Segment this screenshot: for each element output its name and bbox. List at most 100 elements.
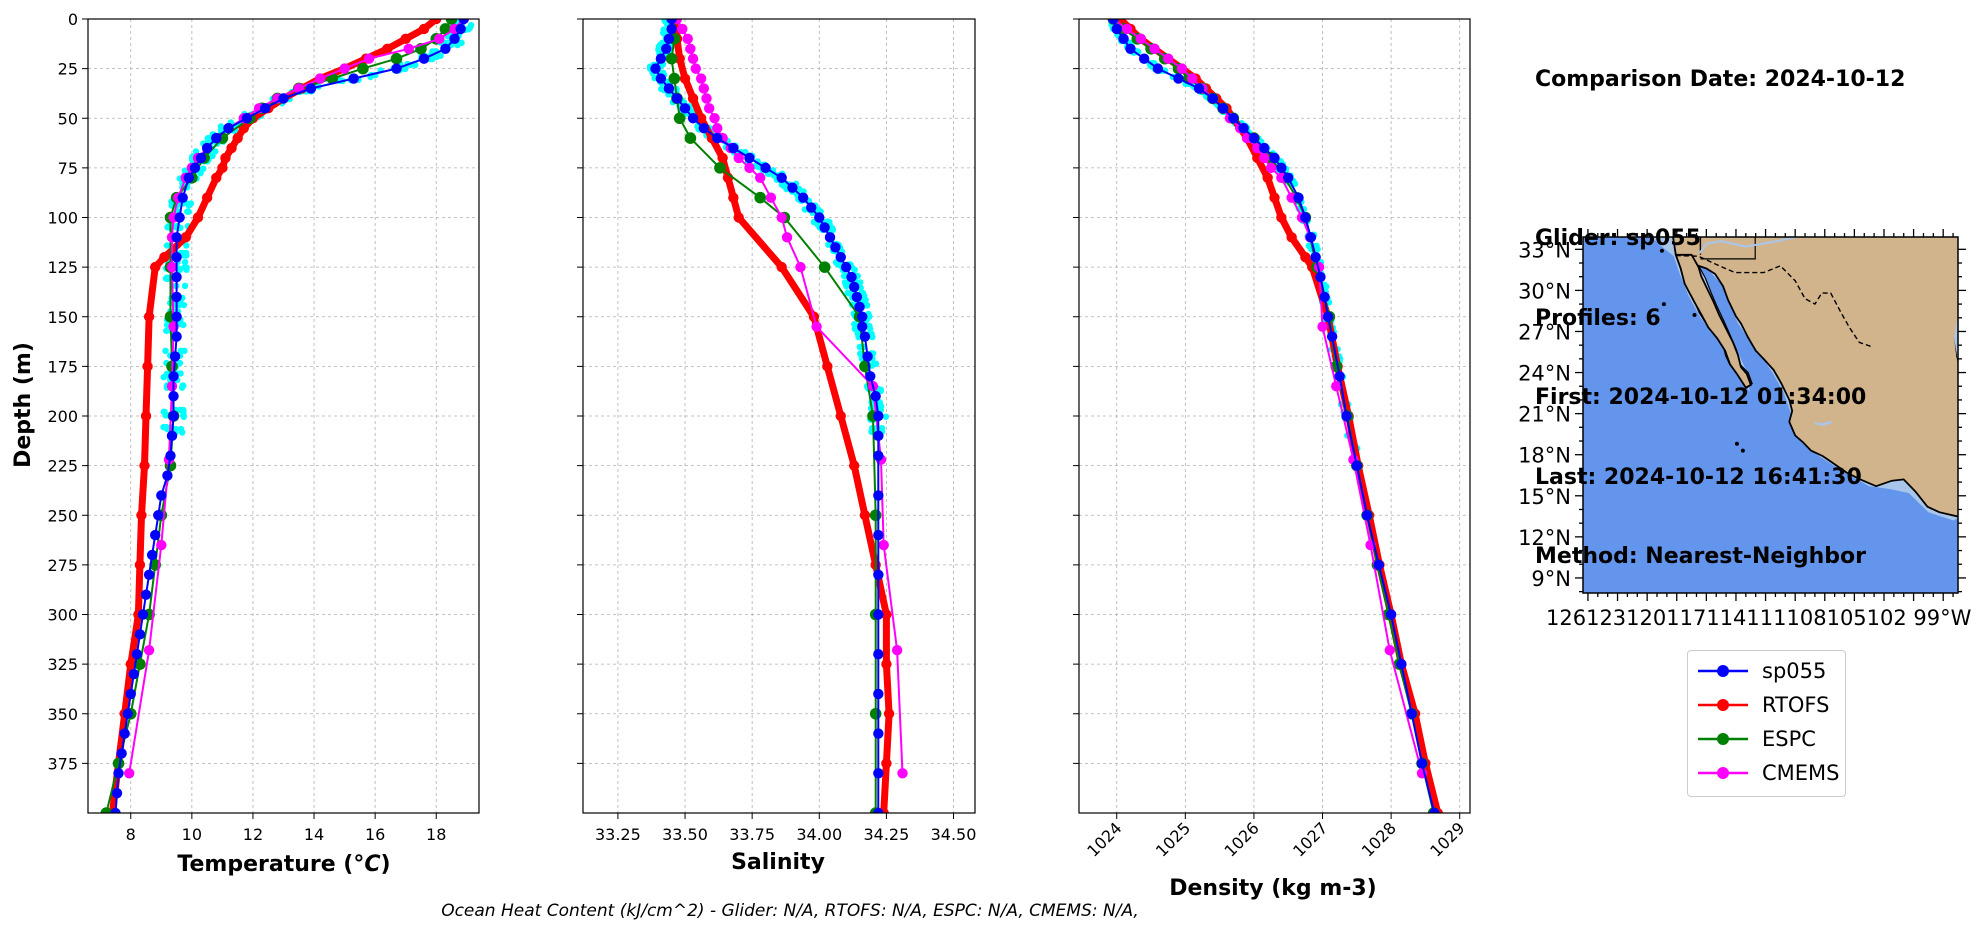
raw-point (178, 384, 186, 391)
data-point (822, 361, 833, 372)
raw-point (181, 282, 189, 290)
x-tick-label: 8 (126, 825, 136, 844)
legend-item-sp055: sp055 (1696, 656, 1826, 686)
axes-frame (582, 18, 976, 814)
map-body (1583, 237, 1958, 593)
data-point (733, 152, 744, 164)
data-point (116, 748, 127, 759)
data-point (1310, 252, 1321, 263)
data-point (180, 232, 191, 243)
raw-point (842, 279, 849, 287)
data-point (663, 83, 675, 94)
data-point (671, 93, 683, 104)
data-point (153, 510, 164, 521)
data-point (1173, 73, 1184, 84)
legend-item-cmems: CMEMS (1696, 758, 1840, 788)
y-tick-label: 150 (47, 308, 78, 327)
raw-point (869, 333, 876, 341)
map-lat-label: 18°N (1518, 444, 1571, 468)
y-tick-label: 75 (58, 159, 78, 178)
data-point (665, 52, 678, 65)
data-point (156, 539, 167, 551)
raw-point (164, 275, 171, 283)
data-point (873, 688, 884, 700)
data-point (687, 53, 699, 64)
x-tick-label: 16 (365, 825, 385, 844)
raw-point (200, 165, 207, 172)
raw-point (851, 325, 858, 333)
data-point (851, 291, 863, 303)
data-point (156, 490, 167, 501)
data-point (883, 708, 895, 719)
data-point (1262, 172, 1273, 183)
data-point (166, 430, 178, 442)
data-point (1317, 321, 1328, 332)
raw-point (825, 241, 832, 248)
legend: sp055 RTOFS ESPC CMEMS (1687, 650, 1846, 797)
data-point (391, 63, 402, 74)
series-line-espc (105, 19, 453, 813)
data-point (223, 122, 234, 134)
data-point (869, 707, 882, 720)
raw-point (163, 242, 171, 249)
x-tick-label: 33.75 (729, 825, 775, 844)
data-point (418, 53, 430, 64)
data-point (220, 152, 231, 164)
lake-chapala (1814, 420, 1833, 426)
data-point (1300, 212, 1311, 223)
data-point (159, 252, 170, 263)
data-point (382, 43, 393, 54)
raw-point (183, 266, 190, 273)
x-tick-label: 1029 (1426, 818, 1468, 860)
raw-point (181, 258, 189, 266)
data-point (434, 33, 445, 45)
data-point (830, 242, 841, 253)
data-point (712, 122, 723, 134)
raw-point (829, 226, 837, 234)
data-point (1276, 212, 1287, 223)
data-point (110, 807, 121, 813)
data-point (1305, 232, 1317, 243)
map-lat-label: 33°N (1518, 238, 1571, 262)
data-point (1406, 708, 1417, 719)
data-point (698, 83, 710, 94)
profiles-count: Profiles: 6 (1535, 305, 1661, 331)
data-point (873, 529, 884, 541)
data-point (232, 132, 243, 144)
raw-point (160, 373, 167, 381)
data-point (211, 172, 222, 183)
data-point (168, 390, 179, 402)
comparison-date: Comparison Date: 2024-10-12 (1535, 67, 1906, 92)
series-line-espc (1112, 19, 1435, 813)
data-point (806, 202, 817, 213)
last-time: Last: 2024-10-12 16:41:30 (1535, 464, 1862, 490)
data-point (183, 172, 195, 183)
data-point (100, 807, 113, 813)
data-point (878, 539, 889, 551)
data-point (125, 658, 136, 670)
method: Method: Nearest-Neighbor (1535, 544, 1866, 569)
series-line-cmems (128, 19, 465, 774)
data-point (1125, 43, 1136, 54)
data-point (139, 460, 150, 471)
y-tick-label: 225 (47, 457, 78, 476)
map-lon-labels: 126123120117114111108105102 99°W (1546, 606, 1972, 630)
data-point (728, 142, 739, 154)
x-tick-label: 1024 (1083, 818, 1125, 860)
legend-label: RTOFS (1762, 693, 1830, 717)
data-point (859, 510, 871, 521)
data-point (171, 291, 182, 303)
data-point (685, 43, 696, 54)
data-point (171, 271, 182, 283)
x-tick-label: 1028 (1358, 818, 1400, 860)
raw-point (178, 429, 186, 436)
data-point (709, 113, 720, 124)
raw-point (864, 302, 871, 309)
data-point (174, 212, 185, 223)
data-point (189, 162, 201, 174)
data-point (661, 43, 672, 54)
y-tick-label: 125 (47, 258, 78, 277)
data-point (390, 52, 403, 65)
island (1740, 448, 1745, 453)
data-point (177, 192, 188, 203)
